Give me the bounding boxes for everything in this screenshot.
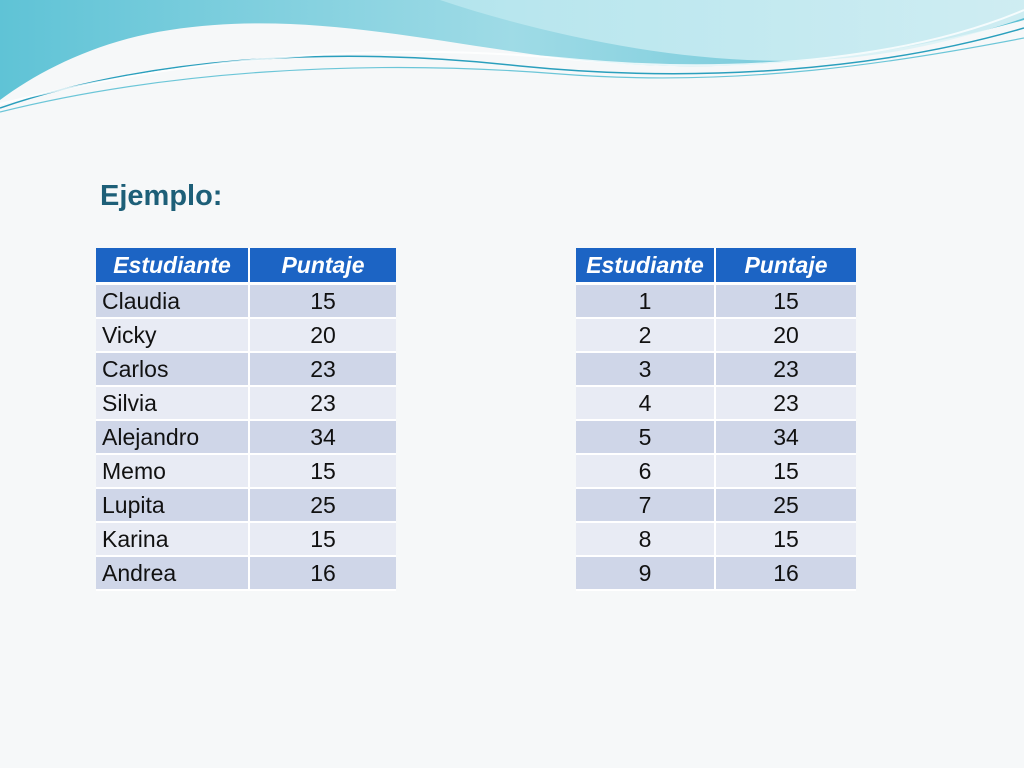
- table-row: 9 16: [576, 557, 856, 591]
- cell-score: 23: [716, 387, 856, 421]
- column-header-estudiante: Estudiante: [576, 248, 716, 285]
- cell-student: Carlos: [96, 353, 250, 387]
- cell-score: 15: [250, 455, 396, 489]
- table-row: 1 15: [576, 285, 856, 319]
- cell-student-number: 5: [576, 421, 716, 455]
- cell-student-number: 7: [576, 489, 716, 523]
- cell-student: Memo: [96, 455, 250, 489]
- table-row: 7 25: [576, 489, 856, 523]
- table-student-numbers: Estudiante Puntaje 1 15 2 20 3 23 4 23 5 34 6…: [576, 248, 856, 591]
- cell-student: Vicky: [96, 319, 250, 353]
- cell-student-number: 4: [576, 387, 716, 421]
- cell-score: 16: [716, 557, 856, 591]
- slide-title: Ejemplo:: [100, 180, 223, 212]
- cell-score: 15: [250, 523, 396, 557]
- cell-student: Silvia: [96, 387, 250, 421]
- cell-score: 20: [250, 319, 396, 353]
- cell-score: 23: [716, 353, 856, 387]
- cell-score: 15: [716, 285, 856, 319]
- table-row: 8 15: [576, 523, 856, 557]
- table-row: Carlos 23: [96, 353, 396, 387]
- cell-student-number: 3: [576, 353, 716, 387]
- cell-student-number: 2: [576, 319, 716, 353]
- cell-score: 34: [250, 421, 396, 455]
- table-row: 4 23: [576, 387, 856, 421]
- table-row: Lupita 25: [96, 489, 396, 523]
- table-row: 6 15: [576, 455, 856, 489]
- cell-student: Andrea: [96, 557, 250, 591]
- cell-score: 15: [716, 523, 856, 557]
- table-row: Alejandro 34: [96, 421, 396, 455]
- table-row: Memo 15: [96, 455, 396, 489]
- cell-student-number: 6: [576, 455, 716, 489]
- table-row: 5 34: [576, 421, 856, 455]
- table-row: 3 23: [576, 353, 856, 387]
- table-row: Claudia 15: [96, 285, 396, 319]
- table-row: Karina 15: [96, 523, 396, 557]
- cell-score: 15: [716, 455, 856, 489]
- cell-student: Lupita: [96, 489, 250, 523]
- cell-score: 34: [716, 421, 856, 455]
- table-row: Andrea 16: [96, 557, 396, 591]
- cell-score: 15: [250, 285, 396, 319]
- table-header-row: Estudiante Puntaje: [576, 248, 856, 285]
- cell-student: Karina: [96, 523, 250, 557]
- cell-score: 16: [250, 557, 396, 591]
- cell-score: 20: [716, 319, 856, 353]
- cell-student-number: 8: [576, 523, 716, 557]
- cell-student: Claudia: [96, 285, 250, 319]
- table-header-row: Estudiante Puntaje: [96, 248, 396, 285]
- column-header-puntaje: Puntaje: [250, 248, 396, 285]
- column-header-estudiante: Estudiante: [96, 248, 250, 285]
- column-header-puntaje: Puntaje: [716, 248, 856, 285]
- table-row: 2 20: [576, 319, 856, 353]
- table-row: Vicky 20: [96, 319, 396, 353]
- decorative-wave-header: [0, 0, 1024, 113]
- cell-student-number: 9: [576, 557, 716, 591]
- cell-score: 25: [716, 489, 856, 523]
- cell-student: Alejandro: [96, 421, 250, 455]
- cell-score: 23: [250, 353, 396, 387]
- table-row: Silvia 23: [96, 387, 396, 421]
- cell-score: 23: [250, 387, 396, 421]
- cell-score: 25: [250, 489, 396, 523]
- table-student-names: Estudiante Puntaje Claudia 15 Vicky 20 Car…: [96, 248, 396, 591]
- cell-student-number: 1: [576, 285, 716, 319]
